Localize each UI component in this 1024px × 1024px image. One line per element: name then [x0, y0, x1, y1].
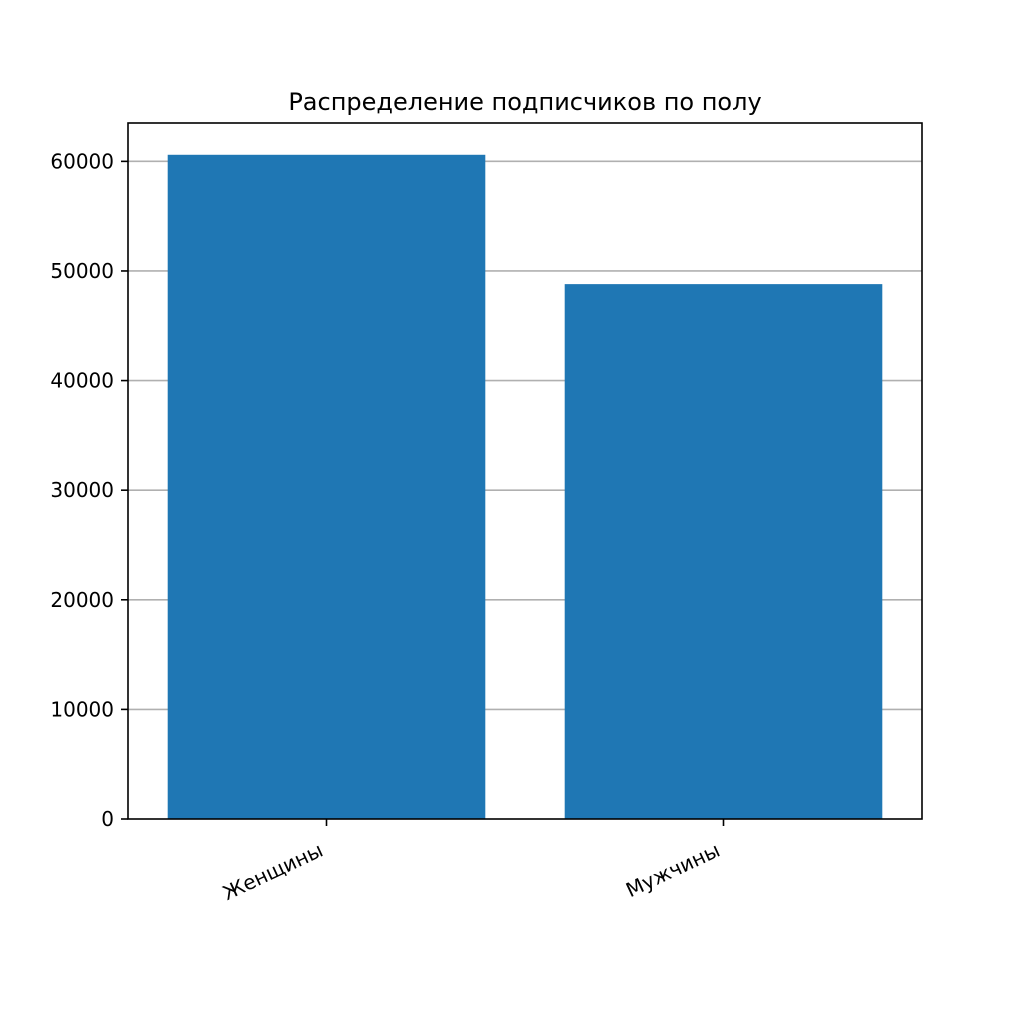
chart-title: Распределение подписчиков по полу: [288, 88, 761, 116]
y-axis: 0 10000 20000 30000 40000 50000 60000: [50, 149, 128, 831]
x-tick-label: Женщины: [219, 838, 327, 905]
bar: [564, 284, 883, 820]
plot-frame: [127, 122, 923, 820]
bars: [167, 154, 883, 820]
y-tick-label: 0: [101, 807, 114, 831]
y-tick-label: 20000: [50, 588, 114, 612]
y-tick-label: 30000: [50, 478, 114, 502]
bar: [167, 154, 486, 819]
y-tick-label: 10000: [50, 697, 114, 721]
y-tick-label: 60000: [50, 149, 114, 173]
y-tick-label: 50000: [50, 259, 114, 283]
y-tick-label: 40000: [50, 369, 114, 393]
x-tick-label: Мужчины: [622, 838, 723, 902]
x-axis: Женщины Мужчины: [219, 819, 725, 905]
